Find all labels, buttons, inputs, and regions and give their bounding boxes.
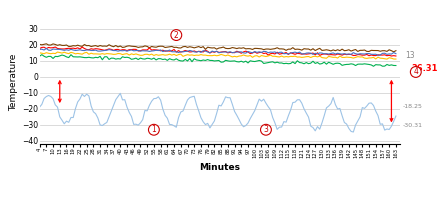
- Text: 13: 13: [405, 52, 414, 60]
- Text: -30.31: -30.31: [403, 123, 422, 128]
- Text: Minutes: Minutes: [199, 163, 241, 172]
- Text: 3: 3: [264, 125, 268, 134]
- Text: 4: 4: [413, 68, 418, 76]
- Text: 2: 2: [174, 30, 179, 40]
- Y-axis label: Temperature: Temperature: [9, 54, 18, 111]
- Text: 36.31: 36.31: [411, 64, 438, 73]
- Text: 1: 1: [151, 125, 156, 134]
- Text: -18.25: -18.25: [403, 104, 422, 109]
